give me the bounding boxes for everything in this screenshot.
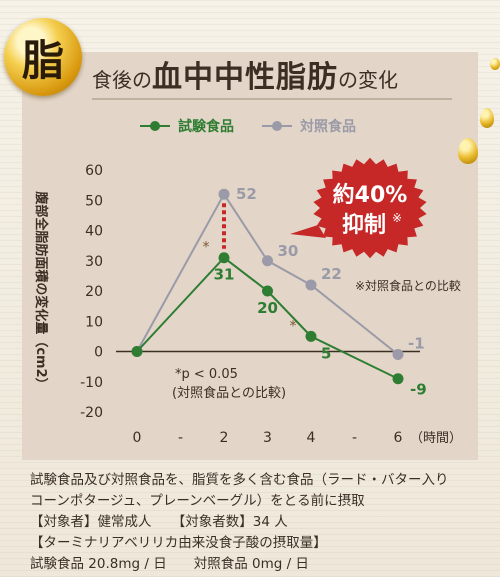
y-tick-label: 60 — [85, 163, 103, 179]
title-main: 血中中性脂肪 — [152, 60, 338, 95]
y-tick-label: -20 — [80, 405, 103, 421]
legend-marker — [272, 121, 282, 131]
series-line — [136, 256, 399, 380]
fat-badge — [4, 18, 82, 96]
callout-pointer — [290, 225, 326, 238]
callout-burst — [313, 157, 427, 259]
y-tick-label: 20 — [85, 284, 103, 300]
x-tick-label: - — [352, 430, 357, 446]
data-point — [218, 188, 230, 200]
y-tick-label: -10 — [80, 375, 103, 391]
callout-suppression: 抑制 — [342, 213, 386, 238]
significance-mark: * — [290, 318, 297, 334]
note-line-2: コーンポタージュ、プレーンベーグル）をとる前に摂取 — [30, 493, 365, 509]
data-point — [262, 285, 273, 297]
data-label-control: 22 — [321, 265, 342, 283]
oil-drop-icon — [480, 108, 494, 128]
note-line-3: 【対象者】健常成人 【対象者数】34 人 — [30, 514, 288, 530]
data-label-test: -9 — [410, 381, 427, 399]
data-label-control: 52 — [236, 185, 257, 203]
y-axis-label: 腹部全脂肪面積の変化量（cm2） — [33, 191, 49, 390]
legend-label: 対照食品 — [299, 118, 356, 135]
title-divider — [92, 98, 452, 100]
data-point — [305, 279, 317, 291]
p-value-note-sub: (対照食品との比較) — [172, 385, 286, 401]
reference-note: ※対照食品との比較 — [355, 278, 461, 293]
significance-mark: * — [203, 240, 210, 256]
data-point — [392, 373, 404, 385]
fat-badge-label: 脂 — [21, 35, 64, 85]
y-tick-label: 10 — [85, 314, 103, 330]
data-label-control: -1 — [408, 335, 425, 353]
x-tick-label: 0 — [133, 430, 142, 446]
chart-panel — [22, 52, 478, 460]
data-label-control: 30 — [278, 242, 299, 260]
x-tick-label: 2 — [220, 430, 229, 446]
x-tick-label: 3 — [263, 430, 272, 446]
title-post: の変化 — [338, 68, 398, 92]
y-tick-label: 40 — [85, 224, 103, 240]
data-point — [392, 349, 404, 361]
callout-percent: 約40% — [333, 182, 408, 208]
title-pre: 食後の — [92, 68, 152, 92]
x-axis-label: （時間） — [410, 431, 462, 446]
note-line-5: 試験食品 20.8mg / 日 対照食品 0mg / 日 — [30, 556, 309, 572]
oil-drop-icon — [490, 58, 500, 70]
note-line-1: 試験食品及び対照食品を、脂質を多く含む食品（ラード・バター入り — [30, 472, 449, 488]
y-tick-label: 50 — [85, 193, 103, 209]
y-tick-label: 30 — [85, 254, 103, 270]
oil-drop-icon — [458, 138, 478, 164]
note-line-4: 【ターミナリアベリリカ由来没食子酸の摂取量】 — [30, 535, 327, 551]
data-point — [218, 252, 230, 264]
callout-note-mark: ※ — [392, 211, 402, 225]
p-value-note: *p < 0.05 — [175, 367, 238, 382]
data-point — [305, 330, 317, 342]
study-notes: 試験食品及び対照食品を、脂質を多く含む食品（ラード・バター入り コーンポタージュ… — [30, 470, 492, 575]
page-title: 食後の 血中中性脂肪 の変化 — [92, 52, 452, 98]
data-label-test: 20 — [257, 299, 278, 317]
legend-label: 試験食品 — [178, 118, 234, 135]
data-point — [262, 255, 273, 267]
x-tick-label: 6 — [394, 430, 403, 446]
data-label-test: 31 — [214, 266, 235, 284]
x-tick-label: - — [178, 430, 183, 446]
x-tick-label: 4 — [307, 430, 316, 446]
data-point — [131, 346, 143, 357]
data-label-test: 5 — [321, 344, 331, 362]
y-tick-label: 0 — [94, 345, 103, 361]
legend-marker — [150, 121, 160, 131]
